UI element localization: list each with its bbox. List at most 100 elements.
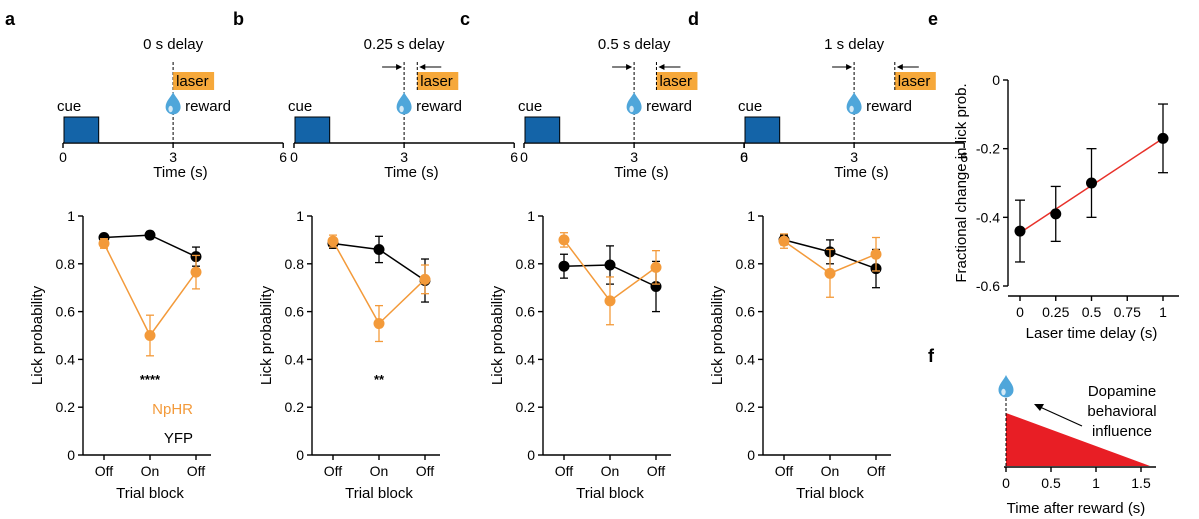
data-point (98, 237, 110, 249)
x-tick-label: 0 (1002, 475, 1010, 491)
trial-schematic: 0.25 s delay 0 3 6 Time (s) cue reward laser (288, 36, 518, 181)
annotation-line-3: influence (1092, 423, 1152, 440)
schematic-title: 0.5 s delay (598, 36, 671, 53)
water-drop-icon (998, 375, 1014, 398)
x-tick-label: 1 (1092, 475, 1100, 491)
x-tick-label: Off (416, 463, 435, 479)
x-tick-label: Off (775, 463, 794, 479)
panel-d: 1 s delay 0 3 6 Time (s) cue reward laser 0 0.2 0.… (709, 36, 968, 502)
x-tick-label: On (601, 463, 620, 479)
schematic-tick-label: 0 (290, 149, 298, 165)
y-tick-label: 0 (747, 447, 755, 463)
delay-arrowhead-right (896, 64, 903, 70)
schematic-tick-label: 3 (850, 149, 858, 165)
series-yfp (327, 235, 431, 303)
influence-arrow (1039, 406, 1083, 427)
cue-label: cue (738, 98, 762, 115)
y-tick-label: 0.2 (285, 399, 305, 415)
cue-label: cue (518, 98, 542, 115)
data-point (604, 295, 616, 307)
x-tick-label: 0 (1016, 304, 1024, 320)
schematic-xlabel: Time (s) (384, 164, 438, 181)
y-tick-label: 1 (527, 208, 535, 224)
series-nphr (558, 232, 662, 326)
data-point (778, 235, 790, 247)
data-point (870, 248, 882, 260)
cue-block (744, 116, 781, 144)
y-tick-label: -0.4 (976, 209, 1000, 225)
y-tick-label: 1 (67, 208, 75, 224)
schematic-xlabel: Time (s) (834, 164, 888, 181)
x-axis-label: Trial block (576, 485, 644, 502)
panel-a: 0 s delay 0 3 6 Time (s) cue reward laser 0 0.2 0.… (29, 36, 287, 502)
x-tick-label: On (370, 463, 389, 479)
y-tick-label: 0.6 (736, 304, 756, 320)
water-drop-icon (165, 92, 181, 115)
x-tick-label: Off (647, 463, 666, 479)
schematic-title: 0 s delay (143, 36, 204, 53)
influence-triangle (1006, 413, 1150, 466)
significance-stars: **** (140, 372, 161, 387)
schematic-tick-label: 0 (520, 149, 528, 165)
data-point (650, 261, 662, 273)
schematic-tick-label: 0 (59, 149, 67, 165)
trial-schematic: 0.5 s delay 0 3 6 Time (s) cue reward laser (518, 36, 748, 181)
cue-label: cue (288, 98, 312, 115)
y-tick-label: 0.8 (736, 256, 756, 272)
y-axis-label: Lick probability (29, 285, 46, 385)
delay-arrowhead-right (658, 64, 665, 70)
schematic-tick-label: 3 (400, 149, 408, 165)
panel-label-b: b (233, 9, 244, 29)
laser-label: laser (659, 73, 692, 90)
schematic-title: 1 s delay (824, 36, 885, 53)
delay-arrowhead-left (626, 64, 633, 70)
x-tick-label: 1.5 (1131, 475, 1151, 491)
y-tick-label: 0.6 (516, 304, 536, 320)
reward-label: reward (866, 98, 912, 115)
water-drop-icon (626, 92, 642, 115)
x-tick-label: 1 (1159, 304, 1167, 320)
data-point (327, 235, 339, 247)
panel-label-e: e (928, 9, 938, 29)
data-point (419, 273, 431, 285)
y-tick-label: 0.2 (516, 399, 536, 415)
annotation-line-1: Dopamine (1088, 383, 1156, 400)
reward-label: reward (646, 98, 692, 115)
schematic-tick-label: 6 (960, 149, 968, 165)
data-point (1086, 177, 1097, 189)
y-axis-label: Lick probability (489, 285, 506, 385)
series-nphr (778, 233, 882, 298)
reward-label: reward (416, 98, 462, 115)
data-point (604, 259, 616, 271)
schematic-tick-label: 6 (510, 149, 518, 165)
annotation-line-2: behavioral (1087, 403, 1156, 420)
y-tick-label: 0.2 (736, 399, 756, 415)
schematic-tick-label: 0 (740, 149, 748, 165)
x-axis-label: Trial block (796, 485, 864, 502)
legend-yfp: YFP (164, 430, 193, 447)
series-nphr (327, 234, 431, 343)
x-tick-label: On (821, 463, 840, 479)
influence-arrowhead (1034, 404, 1044, 411)
laser-label: laser (420, 73, 453, 90)
y-tick-label: 0.4 (736, 351, 756, 367)
y-tick-label: 0.2 (56, 399, 76, 415)
laser-block (173, 72, 215, 90)
cue-block (63, 116, 100, 144)
data-point (1014, 225, 1026, 237)
cue-block (294, 116, 331, 144)
y-tick-label: -0.6 (976, 278, 1000, 294)
data-point (144, 229, 156, 241)
significance-stars: ** (374, 372, 385, 387)
panel-label-f: f (928, 346, 935, 366)
laser-block (894, 72, 936, 90)
data-point (373, 318, 385, 330)
laser-block (656, 72, 698, 90)
schematic-tick-label: 3 (169, 149, 177, 165)
